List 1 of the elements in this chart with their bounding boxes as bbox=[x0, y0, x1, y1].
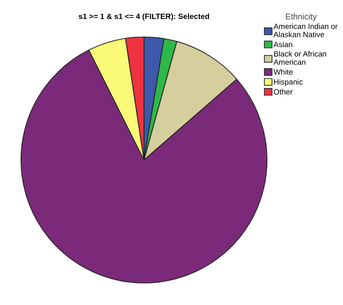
legend-title: Ethnicity bbox=[286, 13, 317, 22]
